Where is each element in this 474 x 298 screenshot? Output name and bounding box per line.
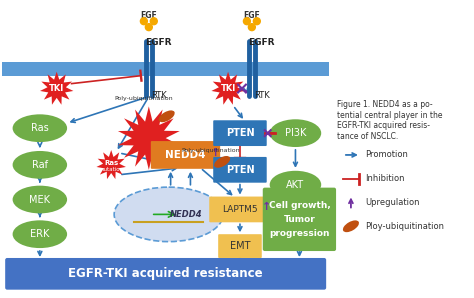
Circle shape [248,24,255,31]
Polygon shape [40,72,73,105]
Text: Poly-ubiquitination: Poly-ubiquitination [181,148,239,153]
FancyBboxPatch shape [209,197,271,222]
Circle shape [253,18,260,25]
Text: LAPTM5: LAPTM5 [222,205,258,214]
Text: Inhibition: Inhibition [365,174,404,183]
Text: ↑: ↑ [210,148,220,158]
Ellipse shape [343,221,359,232]
Text: EGF: EGF [244,11,260,20]
Text: PTEN: PTEN [226,128,254,138]
Text: Ras: Ras [31,123,49,133]
Text: Cell growth,: Cell growth, [269,201,330,210]
Ellipse shape [13,151,67,179]
Text: MEK: MEK [29,195,50,204]
Text: TKI: TKI [220,84,236,93]
Text: EGFR: EGFR [248,38,275,47]
FancyBboxPatch shape [151,141,220,169]
Text: TKI: TKI [49,84,64,93]
Text: ↑: ↑ [262,202,272,212]
Text: Promotion: Promotion [365,150,408,159]
Text: RTK: RTK [151,91,167,100]
Ellipse shape [13,114,67,142]
Text: progression: progression [269,229,329,238]
Ellipse shape [114,187,223,242]
Text: mutation: mutation [99,167,124,172]
Circle shape [244,18,250,25]
Text: AKT: AKT [286,180,304,190]
Text: ERK: ERK [30,229,50,239]
Polygon shape [211,72,245,105]
Polygon shape [118,106,180,170]
Text: EGF: EGF [140,11,157,20]
FancyBboxPatch shape [218,234,262,258]
Text: Raf: Raf [32,160,48,170]
Circle shape [140,18,147,25]
FancyBboxPatch shape [263,188,336,251]
Ellipse shape [270,119,321,147]
Text: Ploy-ubiquitination: Ploy-ubiquitination [365,222,444,231]
Circle shape [150,18,157,25]
Text: PTEN: PTEN [226,165,254,175]
Ellipse shape [270,171,321,198]
FancyBboxPatch shape [5,258,326,290]
Text: EGFR: EGFR [146,38,172,47]
Polygon shape [97,150,126,179]
Ellipse shape [13,186,67,213]
Text: EMT: EMT [230,241,250,251]
Text: Figure 1. NEDD4 as a po-
tential central player in the
EGFR-TKI acquired resis-
: Figure 1. NEDD4 as a po- tential central… [337,100,443,141]
Text: Poly-ubiquitination: Poly-ubiquitination [115,97,173,101]
Ellipse shape [13,220,67,248]
Text: Tumor: Tumor [283,215,315,224]
Circle shape [146,24,152,31]
Text: Ras: Ras [104,160,118,166]
FancyBboxPatch shape [213,157,267,183]
Text: NEDD4: NEDD4 [165,150,206,160]
Text: RTK: RTK [254,91,270,100]
Text: NEDD4: NEDD4 [170,210,203,219]
Text: Upregulation: Upregulation [365,198,419,207]
Text: EGFR-TKI acquired resistance: EGFR-TKI acquired resistance [68,267,263,280]
Ellipse shape [159,111,175,122]
Ellipse shape [214,156,230,168]
FancyBboxPatch shape [213,120,267,146]
Text: PI3K: PI3K [285,128,306,138]
Bar [2,62,329,76]
